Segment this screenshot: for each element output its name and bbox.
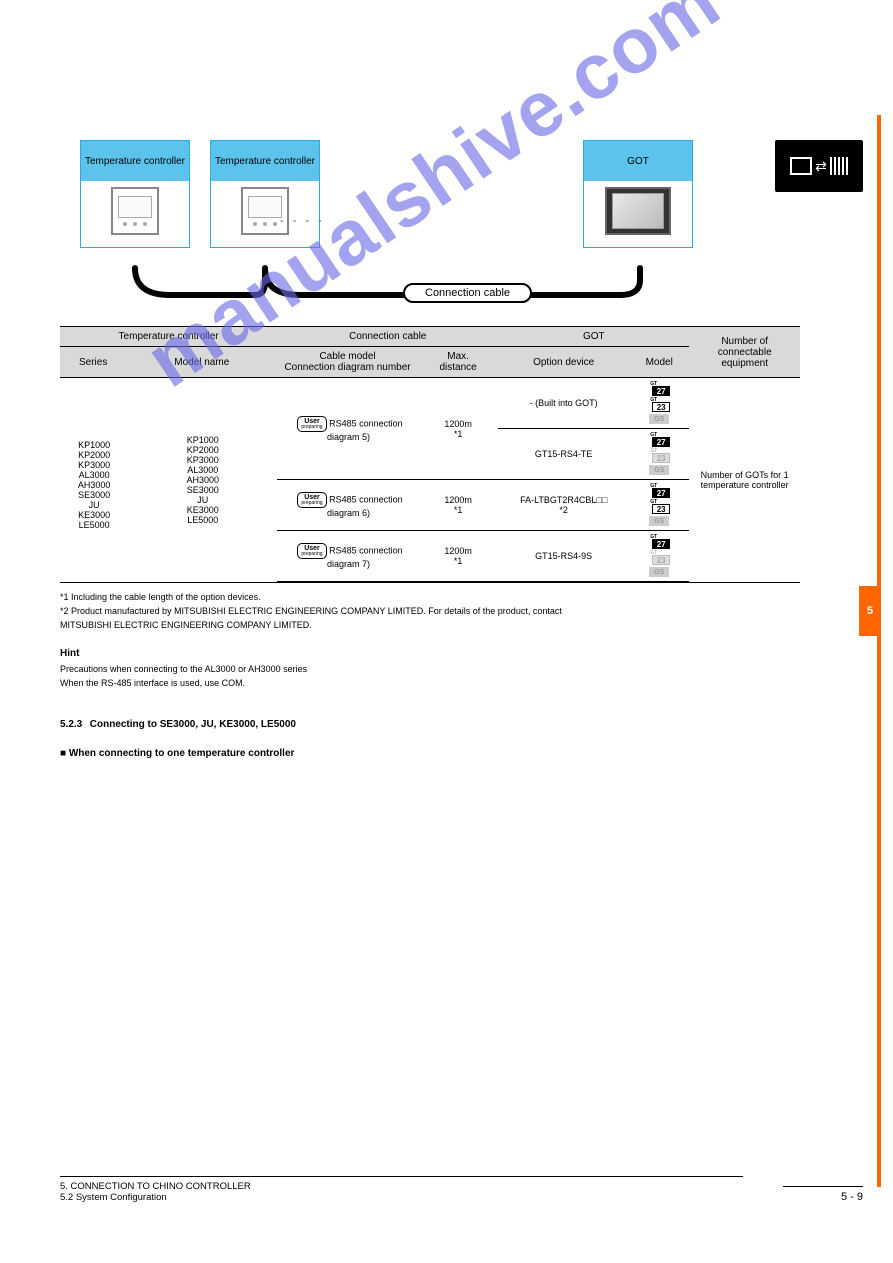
hint-body: When the RS-485 interface is used, use C… — [60, 677, 833, 690]
cell-option: GT15-RS4-9S — [498, 531, 629, 583]
cell-option: - (Built into GOT) — [498, 378, 629, 429]
th-temperature-controller: Temperature controller — [60, 327, 277, 347]
cell-conn-diagram: Userpreparing RS485 connection diagram 7… — [277, 531, 418, 583]
th-max-distance: Max. distance — [418, 347, 498, 378]
th-model2: Model — [629, 347, 689, 378]
th-diagram: Cable model Connection diagram number — [277, 347, 418, 378]
th-cable: Connection cable — [277, 327, 498, 347]
th-option: Option device — [498, 347, 629, 378]
controller-small-icon — [830, 157, 848, 175]
cell-units: Number of GOTs for 1 temperature control… — [689, 378, 800, 583]
cell-option: FA-LTBGT2R4CBL□□ *2 — [498, 480, 629, 531]
cell-series: KP1000 KP2000 KP3000 AL3000 AH3000 SE300… — [60, 378, 126, 583]
diagram-node-got: GOT — [583, 140, 693, 248]
user-badge-icon: Userpreparing — [297, 416, 326, 432]
cell-conn-diagram: Userpreparing RS485 connection diagram 5… — [277, 378, 418, 480]
footnote: *1 Including the cable length of the opt… — [60, 591, 833, 604]
section-tab: 5 — [859, 586, 881, 636]
section-accent-bar — [877, 115, 881, 1187]
page-footer: 5. CONNECTION TO CHINO CONTROLLER 5.2 Sy… — [60, 1176, 863, 1203]
th-units: Number of connectable equipment — [689, 327, 800, 378]
temperature-controller-icon — [111, 187, 159, 235]
ellipsis-icon: - - - - — [280, 215, 325, 227]
user-badge-icon: Userpreparing — [297, 543, 326, 559]
cable-line — [80, 140, 833, 340]
cell-got-models: GT27 GT23 GS — [629, 378, 689, 429]
got-small-icon — [790, 157, 812, 175]
subsection-heading: ■ When connecting to one temperature con… — [60, 747, 833, 762]
cell-model-list: KP1000 KP2000 KP3000 AL3000 AH3000 SE300… — [126, 378, 277, 583]
cable-label: Connection cable — [403, 283, 532, 303]
cell-got-models: GT27 GT23 GS — [629, 531, 689, 583]
cell-max-dist: 1200m *1 — [418, 480, 498, 531]
node-title: Temperature controller — [81, 141, 189, 181]
got-device-icon — [605, 187, 671, 235]
cell-got-models: GT27 GT23 GS — [629, 480, 689, 531]
cell-got-models: GT27 GT23 GS — [629, 429, 689, 480]
link-arrow-icon: ⇄ — [815, 159, 827, 173]
node-title: Temperature controller — [211, 141, 319, 181]
footer-line-1: 5. CONNECTION TO CHINO CONTROLLER — [60, 1181, 743, 1192]
cell-max-dist: 1200m *1 — [418, 378, 498, 480]
temperature-controller-icon — [241, 187, 289, 235]
hint-body: Precautions when connecting to the AL300… — [60, 663, 833, 676]
th-model: Model name — [126, 347, 277, 378]
user-badge-icon: Userpreparing — [297, 492, 326, 508]
cell-max-dist: 1200m *1 — [418, 531, 498, 583]
node-title: GOT — [584, 141, 692, 181]
footer-line-2: 5.2 System Configuration — [60, 1192, 743, 1203]
hint-title: Hint — [60, 647, 833, 662]
connection-table: Temperature controller Connection cable … — [60, 326, 800, 583]
diagram-node-controller-n: Temperature controller — [210, 140, 320, 248]
system-diagram: Temperature controller Temperature contr… — [80, 140, 833, 320]
diagram-node-controller-1: Temperature controller — [80, 140, 190, 248]
cell-option: GT15-RS4-TE — [498, 429, 629, 480]
connection-type-icon: ⇄ — [775, 140, 863, 192]
section-tab-number: 5 — [867, 605, 873, 617]
page-number: 5 - 9 — [783, 1186, 863, 1203]
th-series: Series — [60, 347, 126, 378]
th-got: GOT — [498, 327, 689, 347]
cell-conn-diagram: Userpreparing RS485 connection diagram 6… — [277, 480, 418, 531]
footnote: *2 Product manufactured by MITSUBISHI EL… — [60, 605, 833, 618]
notes-block: *1 Including the cable length of the opt… — [60, 591, 833, 762]
footnote: MITSUBISHI ELECTRIC ENGINEERING COMPANY … — [60, 619, 833, 632]
section-heading: 5.2.3 Connecting to SE3000, JU, KE3000, … — [60, 718, 833, 733]
